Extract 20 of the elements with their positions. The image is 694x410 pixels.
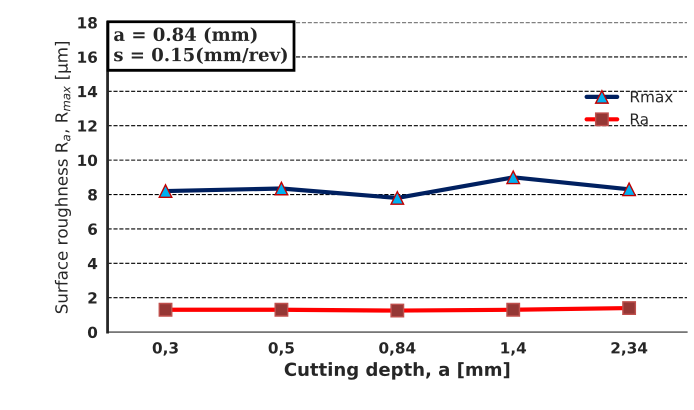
annotation: a = 0.84 (mm) s = 0.15(mm/rev) bbox=[114, 27, 287, 64]
x-tick-label: 0,5 bbox=[268, 342, 294, 356]
y-tick-label: 14 bbox=[78, 86, 98, 98]
y-tick-label: 10 bbox=[78, 154, 98, 166]
y-tick-label: 8 bbox=[88, 188, 97, 201]
x-tick-label: 0,3 bbox=[152, 342, 178, 356]
y-tick-label: 12 bbox=[78, 120, 97, 132]
legend-label: Ra bbox=[630, 114, 648, 125]
x-axis-title: Cutting depth, a [mm] bbox=[284, 362, 510, 380]
y-tick-label: 2 bbox=[88, 292, 97, 304]
y-tick-label: 4 bbox=[88, 258, 98, 270]
y-tick-label: 18 bbox=[78, 17, 97, 29]
y-tick-label: 0 bbox=[88, 326, 98, 338]
x-tick-label: 2,34 bbox=[611, 342, 648, 356]
legend-label: Rmax bbox=[630, 91, 673, 102]
y-tick-label: 6 bbox=[88, 223, 98, 235]
x-tick-label: 1,4 bbox=[501, 342, 526, 356]
x-tick-label: 0,84 bbox=[379, 342, 416, 356]
y-axis-title: Surface roughness R$_{a}$, R$_{max}$ [μm] bbox=[54, 42, 71, 314]
y-tick-label: 16 bbox=[78, 51, 98, 63]
